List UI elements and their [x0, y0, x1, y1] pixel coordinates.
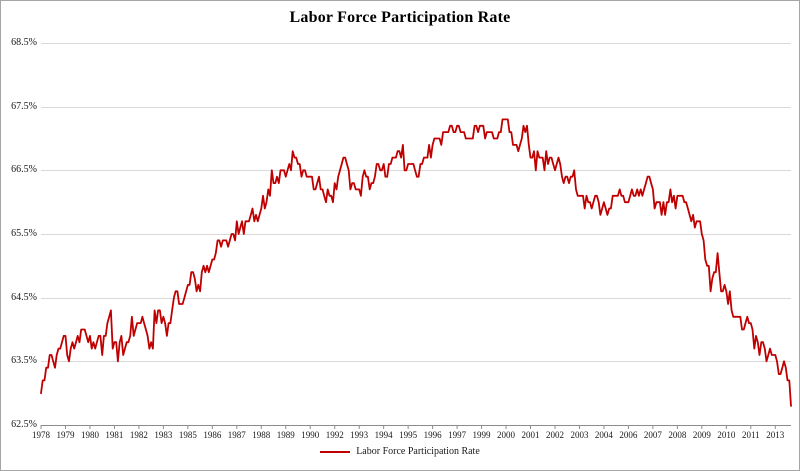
x-tick-label: 1990: [301, 430, 320, 440]
y-tick-label: 62.5%: [11, 419, 37, 430]
x-tick-label: 1995: [399, 430, 418, 440]
x-tick-label: 1993: [350, 430, 369, 440]
x-tick-label: 2007: [643, 430, 662, 440]
x-tick-label: 2009: [692, 430, 711, 440]
lfpr-line-series: [40, 118, 792, 407]
x-tick-label: 1987: [227, 430, 246, 440]
x-tick-label: 1981: [105, 430, 124, 440]
x-tick-label: 2004: [594, 430, 613, 440]
x-tick-label: 1996: [423, 430, 442, 440]
x-tick-label: 2010: [717, 430, 736, 440]
x-tick-label: 2001: [521, 430, 540, 440]
legend-line-swatch: [320, 450, 351, 453]
x-tick-label: 2002: [545, 430, 564, 440]
y-tick-label: 68.5%: [11, 37, 37, 48]
x-tick-label: 2011: [741, 430, 760, 440]
x-tick-label: 1983: [154, 430, 173, 440]
x-tick-label: 1988: [252, 430, 271, 440]
x-tick-label: 2008: [668, 430, 687, 440]
y-tick-label: 64.5%: [11, 291, 37, 303]
x-tick-label: 1989: [276, 430, 295, 440]
y-tick-label: 67.5%: [11, 100, 37, 112]
x-tick-label: 1982: [129, 430, 148, 440]
x-tick-label: 1994: [374, 430, 393, 440]
x-tick-label: 1992: [325, 430, 344, 440]
plot-area: [40, 43, 792, 429]
line-plot: [40, 43, 792, 429]
legend: Labor Force Participation Rate: [1, 446, 799, 457]
x-tick-label: 1979: [56, 430, 75, 440]
x-tick-label: 1999: [472, 430, 491, 440]
x-tick-label: 1997: [448, 430, 467, 440]
x-tick-label: 2006: [619, 430, 638, 440]
x-tick-label: 1980: [80, 430, 99, 440]
legend-label: Labor Force Participation Rate: [356, 446, 480, 457]
chart-title: Labor Force Participation Rate: [289, 9, 511, 26]
x-tick-label: 1978: [32, 430, 50, 440]
x-tick-label: 1986: [203, 430, 222, 440]
x-tick-label: 2003: [570, 430, 589, 440]
x-tick-label: 1985: [178, 430, 197, 440]
y-tick-label: 63.5%: [11, 355, 37, 367]
x-tick-label: 2000: [497, 430, 516, 440]
x-tick-label: 2013: [766, 430, 785, 440]
y-tick-label: 65.5%: [11, 228, 37, 239]
y-tick-label: 66.5%: [11, 164, 37, 176]
